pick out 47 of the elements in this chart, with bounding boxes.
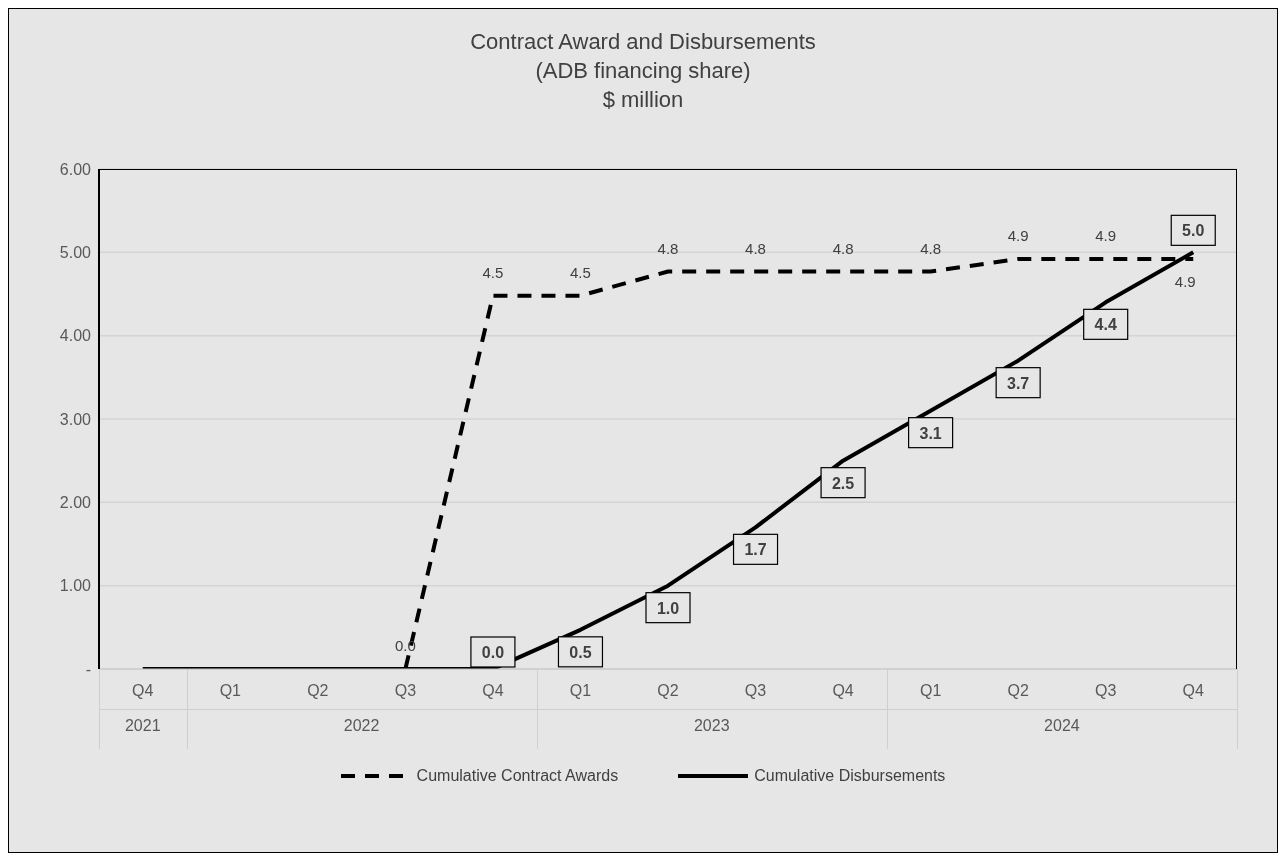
chart-title: Contract Award and Disbursements	[469, 28, 817, 56]
data-label: 1.0	[656, 599, 680, 617]
data-label: 2.5	[831, 474, 855, 492]
data-label: 1.7	[744, 541, 767, 559]
data-label: 3.1	[919, 424, 942, 442]
y-tick-label: 6.00	[59, 160, 92, 178]
y-tick-label: 2.00	[59, 494, 92, 512]
x-tick-label: Q3	[744, 682, 767, 700]
data-label: 4.9	[1095, 227, 1117, 244]
x-tick-label: Q4	[482, 682, 504, 700]
y-tick-label: 3.00	[59, 410, 92, 428]
data-label: 3.7	[1007, 374, 1030, 392]
data-label: 4.8	[920, 239, 942, 257]
legend-label: Cumulative Disbursements	[754, 767, 946, 785]
y-tick-label: 1.00	[59, 577, 92, 595]
data-label: 4.8	[832, 239, 854, 257]
text: 2024	[1043, 717, 1081, 735]
x-tick-label: Q1	[219, 682, 242, 700]
x-tick-label: Q4	[1182, 682, 1204, 700]
data-label: 0.0	[481, 644, 505, 661]
text: 2022	[342, 717, 381, 735]
x-tick-label: Q2	[1007, 682, 1029, 700]
x-tick-label: Q3	[394, 682, 417, 700]
x-tick-label: Q1	[569, 682, 592, 700]
x-tick-label: Q4	[132, 682, 154, 700]
data-label: 4.4	[1094, 316, 1117, 334]
x-tick-label: Q4	[832, 682, 854, 700]
data-label: 4.8	[657, 239, 679, 257]
y-tick-label: 5.00	[59, 244, 92, 262]
x-tick-label: Q2	[657, 682, 679, 700]
data-label: 4.5	[482, 263, 504, 281]
y-tick-label: -	[85, 660, 91, 678]
x-tick-label: Q2	[307, 682, 329, 700]
data-label: 4.8	[745, 239, 766, 257]
data-label: 4.9	[1007, 227, 1029, 244]
x-tick-label: Q3	[1095, 682, 1117, 700]
text: 2021	[123, 717, 162, 735]
legend-label: Cumulative Contract Awards	[416, 767, 619, 785]
data-label: 4.5	[570, 263, 591, 281]
chart-subtitle: (ADB financing share) $ million	[534, 57, 752, 114]
data-label: 4.9	[1174, 273, 1196, 290]
text: 2023	[692, 717, 731, 735]
data-label: 0.0	[394, 637, 416, 654]
data-label: 0.5	[569, 643, 592, 661]
data-label: 5.0	[1182, 222, 1205, 240]
y-tick-label: 4.00	[59, 327, 92, 345]
x-tick-label: Q1	[919, 682, 942, 700]
